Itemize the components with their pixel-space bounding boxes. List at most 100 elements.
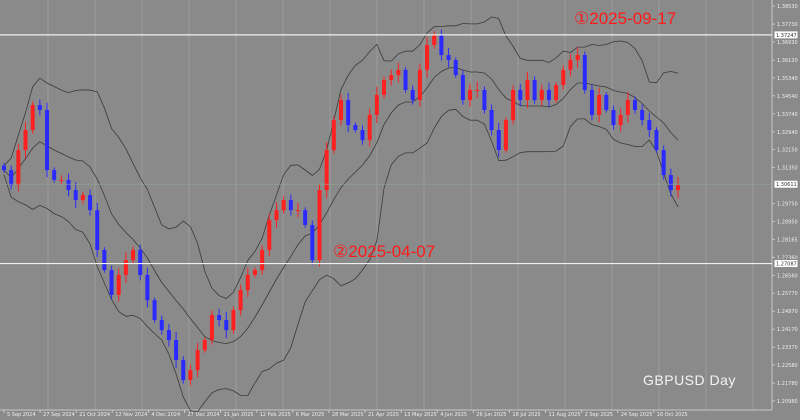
annotation-low: ②2025-04-07 bbox=[333, 242, 436, 261]
candle-body bbox=[16, 150, 21, 186]
time-tick-label: 21 Jan 2025 bbox=[224, 412, 254, 418]
price-label-box bbox=[773, 179, 799, 189]
candle-body bbox=[23, 130, 28, 151]
candle-body bbox=[554, 85, 559, 101]
time-tick-label: 18 Jul 2025 bbox=[512, 412, 540, 418]
candle-body bbox=[317, 190, 322, 261]
candle bbox=[217, 308, 222, 327]
candle bbox=[109, 265, 114, 300]
time-tick-label: 4 Jun 2025 bbox=[440, 412, 467, 418]
candle bbox=[224, 311, 229, 339]
candle-body bbox=[331, 120, 336, 151]
time-tick-label: 5 Sep 2024 bbox=[7, 412, 36, 418]
candle bbox=[489, 104, 494, 136]
candle-body bbox=[647, 120, 652, 131]
price-tick-label: 1.32940 bbox=[777, 130, 798, 136]
candle bbox=[554, 82, 559, 103]
price-tick-label: 1.31350 bbox=[777, 166, 798, 172]
candle-body bbox=[611, 109, 616, 126]
candle bbox=[88, 189, 93, 216]
candle-body bbox=[661, 150, 666, 176]
bollinger-lower-band bbox=[3, 108, 679, 413]
candle-body bbox=[303, 210, 308, 225]
candle-body bbox=[231, 310, 236, 331]
price-tick-label: 1.33740 bbox=[777, 112, 798, 118]
candle bbox=[647, 112, 652, 138]
candle-body bbox=[66, 179, 71, 191]
candle bbox=[446, 47, 451, 68]
candle-body bbox=[604, 94, 609, 110]
candle-body bbox=[52, 170, 57, 180]
candle-body bbox=[453, 60, 458, 76]
price-label: 1.37247 bbox=[776, 33, 797, 39]
candle bbox=[575, 46, 580, 69]
candle-body bbox=[511, 89, 516, 121]
candle-body bbox=[539, 89, 544, 101]
candle bbox=[439, 29, 444, 61]
candle-body bbox=[181, 360, 186, 381]
candle bbox=[188, 364, 193, 386]
price-tick-label: 1.28950 bbox=[777, 220, 798, 226]
candle bbox=[37, 99, 42, 116]
candle bbox=[604, 92, 609, 113]
price-tick-label: 1.27360 bbox=[777, 255, 798, 261]
candle bbox=[116, 268, 121, 302]
candle bbox=[503, 117, 508, 153]
candle-body bbox=[410, 89, 415, 101]
candle bbox=[252, 267, 257, 278]
price-tick-label: 1.24970 bbox=[777, 309, 798, 315]
price-label-box bbox=[773, 30, 799, 40]
candle-body bbox=[374, 94, 379, 115]
candle-body bbox=[166, 330, 171, 341]
candle bbox=[274, 202, 279, 229]
time-tick-label: 12 Nov 2024 bbox=[115, 412, 147, 418]
candle bbox=[453, 57, 458, 78]
candle bbox=[2, 162, 6, 173]
candle bbox=[475, 81, 480, 99]
candle bbox=[425, 36, 430, 79]
candle-body bbox=[525, 80, 530, 101]
candle bbox=[417, 63, 422, 107]
candle bbox=[582, 51, 587, 94]
symbol-timeframe-label: GBPUSD Day bbox=[643, 372, 736, 388]
candle bbox=[317, 183, 322, 267]
candle-body bbox=[389, 75, 394, 81]
time-tick-label: 12 Feb 2025 bbox=[260, 412, 291, 418]
candle-body bbox=[2, 165, 6, 171]
candle bbox=[568, 53, 573, 77]
candle-body bbox=[195, 350, 200, 371]
candle bbox=[374, 86, 379, 124]
candle-body bbox=[9, 170, 14, 186]
candle-body bbox=[152, 300, 157, 320]
candle bbox=[159, 315, 164, 335]
price-tick-label: 1.28165 bbox=[777, 237, 798, 243]
time-tick-label: 28 Mar 2025 bbox=[332, 412, 364, 418]
candle-body bbox=[260, 249, 265, 271]
candle-body bbox=[654, 130, 659, 151]
candle bbox=[202, 337, 207, 353]
candle bbox=[611, 105, 616, 130]
candle-body bbox=[417, 69, 422, 101]
bollinger-upper-band bbox=[3, 16, 679, 299]
candle-body bbox=[281, 200, 286, 211]
candle bbox=[295, 202, 300, 218]
candle-body bbox=[575, 55, 580, 61]
candle-body bbox=[95, 210, 100, 250]
candle bbox=[618, 108, 623, 132]
candle-body bbox=[403, 69, 408, 90]
time-tick-label: 27 Sep 2024 bbox=[43, 412, 75, 418]
time-tick-label: 26 Jun 2025 bbox=[476, 412, 506, 418]
price-tick-label: 1.25770 bbox=[777, 291, 798, 297]
candle-body bbox=[116, 274, 121, 295]
candle bbox=[589, 84, 594, 121]
candle-body bbox=[267, 220, 272, 250]
candle bbox=[367, 108, 372, 147]
candle bbox=[16, 143, 21, 192]
price-tick-label: 1.34540 bbox=[777, 94, 798, 100]
candle-body bbox=[30, 105, 35, 131]
candle-body bbox=[324, 150, 329, 191]
price-tick-label: 1.37730 bbox=[777, 22, 798, 28]
candle bbox=[460, 70, 465, 105]
candle bbox=[245, 267, 250, 298]
candle bbox=[138, 244, 143, 281]
